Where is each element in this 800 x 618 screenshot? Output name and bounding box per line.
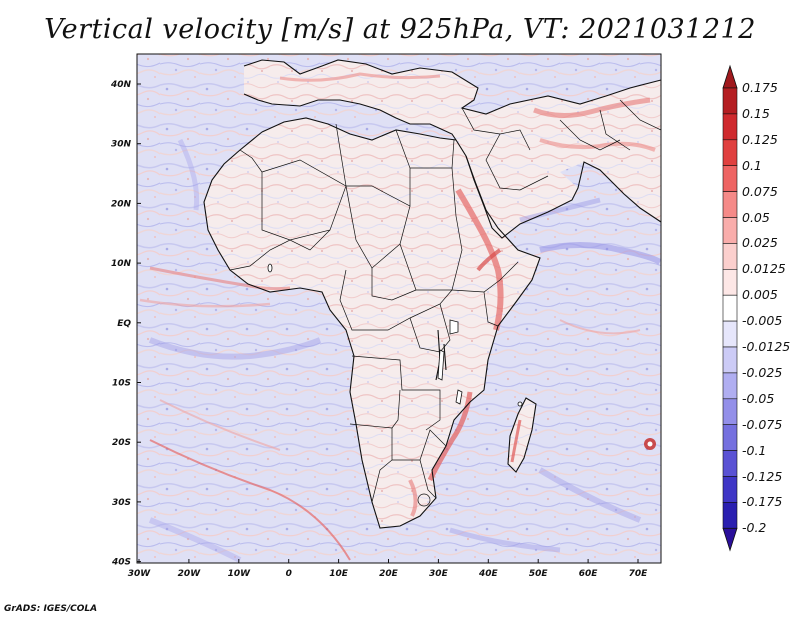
colorbar-label: -0.2 bbox=[742, 520, 767, 536]
lon-tick-label: 70E bbox=[629, 569, 649, 579]
colorbar-segment bbox=[722, 476, 738, 503]
lat-tick-label: 40N bbox=[110, 80, 132, 90]
colorbar-segment bbox=[722, 268, 738, 296]
colorbar-label: -0.05 bbox=[742, 390, 775, 406]
colorbar-over-arrow bbox=[722, 64, 738, 89]
coastlines bbox=[203, 59, 662, 529]
colorbar-label: 0.0125 bbox=[742, 261, 786, 277]
colorbar-segment bbox=[722, 165, 738, 192]
colorbar-label: -0.125 bbox=[742, 468, 783, 484]
colorbar-segment bbox=[722, 243, 738, 270]
colorbar-label: 0.005 bbox=[742, 287, 778, 303]
lon-tick-label: 20E bbox=[379, 569, 399, 579]
colorbar-label: 0.025 bbox=[742, 235, 778, 251]
colorbar-segment bbox=[722, 424, 738, 451]
colorbar-label: -0.1 bbox=[742, 442, 767, 458]
colorbar-segment bbox=[722, 346, 738, 374]
colorbar-label: 0.15 bbox=[742, 105, 770, 121]
colorbar-label: -0.075 bbox=[742, 416, 783, 432]
colorbar-segment bbox=[722, 217, 738, 244]
lon-tick-label: 10W bbox=[228, 569, 252, 579]
colorbar-segment bbox=[722, 191, 738, 218]
colorbar bbox=[722, 64, 738, 552]
lon-tick-label: 20W bbox=[178, 569, 202, 579]
colorbar-label: 0.075 bbox=[742, 183, 778, 199]
colorbar-segment bbox=[722, 372, 738, 400]
colorbar-segment bbox=[722, 502, 738, 529]
lon-tick-label: 50E bbox=[529, 569, 549, 579]
lat-tick-label: 30N bbox=[111, 140, 132, 150]
colorbar-label: -0.005 bbox=[742, 313, 783, 329]
colorbar-label: -0.025 bbox=[742, 364, 783, 380]
lat-tick-label: 20N bbox=[111, 199, 132, 209]
vertical-velocity-features bbox=[139, 72, 662, 563]
map-frame bbox=[136, 53, 662, 564]
colorbar-label: 0.125 bbox=[742, 131, 778, 147]
lon-tick-label: 0 bbox=[286, 569, 292, 579]
lat-tick-label: 10S bbox=[112, 379, 131, 389]
colorbar-label: 0.05 bbox=[742, 209, 770, 225]
colorbar-segment bbox=[722, 113, 738, 141]
colorbar-segment bbox=[722, 320, 738, 348]
lon-tick-label: 40E bbox=[478, 569, 499, 579]
lon-tick-label: 10E bbox=[329, 569, 349, 579]
colorbar-under-arrow bbox=[722, 527, 738, 552]
lon-tick-label: 60E bbox=[579, 569, 599, 579]
colorbar-segment bbox=[722, 87, 738, 115]
lon-tick-label: 30W bbox=[128, 569, 152, 579]
colorbar-segment bbox=[722, 139, 738, 167]
colorbar-segment bbox=[722, 294, 738, 322]
lat-tick-label: 10N bbox=[111, 259, 132, 269]
latitude-axis: 40N 30N 20N 10N EQ 10S 20S 30S 40S bbox=[110, 80, 141, 568]
colorbar-segment bbox=[722, 450, 738, 477]
lat-tick-label: EQ bbox=[117, 319, 131, 329]
lat-tick-label: 30S bbox=[112, 498, 131, 508]
lakes bbox=[267, 263, 523, 407]
lat-tick-label: 20S bbox=[112, 438, 131, 448]
colorbar-label: 0.1 bbox=[742, 157, 762, 173]
lat-tick-label: 40S bbox=[111, 558, 131, 568]
map-title: Vertical velocity [m/s] at 925hPa, VT: 2… bbox=[44, 14, 756, 45]
footer-credit: GrADS: IGES/COLA bbox=[4, 604, 98, 614]
longitude-axis: 30W 20W 10W 0 10E 20E 30E 40E 50E 60E 70E bbox=[128, 559, 648, 579]
colorbar-label: 0.175 bbox=[742, 80, 778, 95]
colorbar-label: -0.175 bbox=[742, 494, 783, 510]
lon-tick-label: 30E bbox=[429, 569, 449, 579]
colorbar-label: -0.0125 bbox=[742, 339, 791, 354]
colorbar-segment bbox=[722, 398, 738, 425]
